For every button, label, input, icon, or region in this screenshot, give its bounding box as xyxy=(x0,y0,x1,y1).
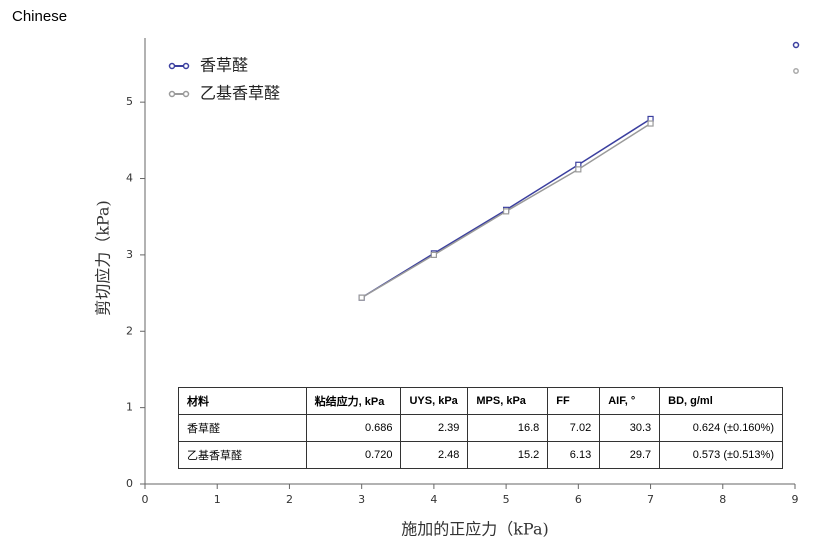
decoration xyxy=(792,41,800,49)
table-cell: FF xyxy=(547,387,601,415)
table-cell: UYS, kPa xyxy=(400,387,469,415)
y-tick-label: 0 xyxy=(126,477,133,490)
table-cell: 6.13 xyxy=(547,441,601,469)
table-cell: 0.624 (±0.160%) xyxy=(659,414,783,442)
data-table: 材料 粘结应力, kPa UYS, kPa MPS, kPa FF AIF, ° BD, g… xyxy=(178,387,783,469)
table-cell: 2.48 xyxy=(400,441,469,469)
legend-marker xyxy=(182,62,190,70)
legend-marker xyxy=(168,90,176,98)
x-tick-label: 1 xyxy=(214,493,221,506)
point xyxy=(430,251,437,258)
table-cell: 乙基香草醛 xyxy=(178,441,307,469)
point xyxy=(647,120,654,127)
table-cell: 材料 xyxy=(178,387,307,415)
table-cell: 粘结应力, kPa xyxy=(305,387,402,415)
table-cell: 30.3 xyxy=(599,414,661,442)
point xyxy=(503,208,510,215)
point xyxy=(358,294,365,301)
table-row: 材料 粘结应力, kPa UYS, kPa MPS, kPa FF AIF, ° BD, g… xyxy=(178,387,783,415)
x-tick-label: 9 xyxy=(792,493,799,506)
x-tick-label: 8 xyxy=(719,493,726,506)
y-tick-label: 2 xyxy=(126,324,133,337)
x-tick-label: 7 xyxy=(647,493,654,506)
table-cell: AIF, ° xyxy=(599,387,661,415)
x-tick-label: 5 xyxy=(503,493,510,506)
table-row: 香草醛 0.686 2.39 16.8 7.02 30.3 0.624 (±0.160%) xyxy=(178,414,783,442)
legend-label: 乙基香草醛 xyxy=(200,84,280,103)
table-cell: 7.02 xyxy=(547,414,601,442)
table-row: 乙基香草醛 0.720 2.48 15.2 6.13 29.7 0.573 (±0.513%… xyxy=(178,441,783,469)
page-label: Chinese xyxy=(12,8,68,25)
legend-marker xyxy=(168,62,176,70)
x-axis-label: 施加的正应力（kPa) xyxy=(401,520,549,539)
table-cell: 2.39 xyxy=(400,414,469,442)
y-tick-label: 4 xyxy=(126,172,133,185)
legend-label: 香草醛 xyxy=(200,56,248,75)
y-axis-label: 剪切应力（kPa) xyxy=(94,200,113,316)
x-tick-label: 3 xyxy=(358,493,365,506)
x-tick-label: 6 xyxy=(575,493,582,506)
x-tick-label: 0 xyxy=(142,493,149,506)
table-cell: 0.573 (±0.513%) xyxy=(659,441,783,469)
x-tick-label: 2 xyxy=(286,493,293,506)
table-cell: 香草醛 xyxy=(178,414,307,442)
table-cell: MPS, kPa xyxy=(467,387,549,415)
point xyxy=(575,166,582,173)
table-cell: 29.7 xyxy=(599,441,661,469)
y-tick-label: 3 xyxy=(126,248,133,261)
legend-marker xyxy=(182,90,190,98)
table-cell: 0.720 xyxy=(305,441,402,469)
table-cell: 15.2 xyxy=(467,441,549,469)
x-tick-label: 4 xyxy=(430,493,437,506)
table-cell: BD, g/ml xyxy=(659,387,783,415)
y-tick-label: 1 xyxy=(126,401,133,414)
y-tick-label: 5 xyxy=(126,95,133,108)
decoration xyxy=(793,68,799,74)
table-cell: 0.686 xyxy=(305,414,402,442)
table-cell: 16.8 xyxy=(467,414,549,442)
